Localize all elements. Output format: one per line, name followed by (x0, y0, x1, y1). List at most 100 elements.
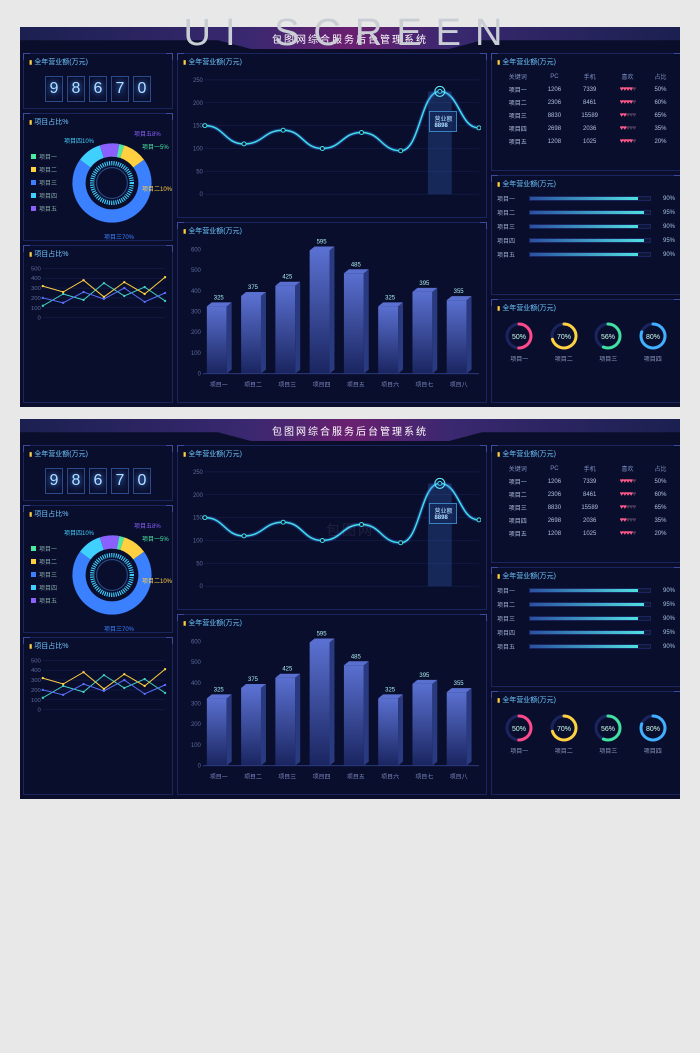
counter-digit: 8 (67, 468, 85, 494)
svg-text:400: 400 (31, 276, 42, 282)
svg-text:100: 100 (193, 146, 204, 152)
table-header: 占比 (646, 70, 675, 83)
mainline-panel: 全年营业额(万元) 050100150200250 营业额8898 (177, 53, 487, 218)
counter-digit: 6 (89, 76, 107, 102)
svg-text:50%: 50% (512, 334, 526, 341)
counter-digit: 8 (67, 76, 85, 102)
chart-tooltip: 营业额8898 (429, 111, 457, 132)
table-panel: 全年营业额(万元) 关键词PC手机喜欢占比项目一12067339♥♥♥♥♥50%… (491, 53, 680, 171)
donut-slice-label: 项目二10% (142, 184, 172, 193)
gauge: 80% 项目四 (637, 712, 669, 755)
svg-text:375: 375 (248, 285, 259, 291)
watermark: 包图网 (326, 520, 374, 540)
svg-text:项目二: 项目二 (244, 382, 262, 389)
svg-text:500: 500 (191, 268, 202, 274)
svg-text:80%: 80% (646, 334, 660, 341)
progress-list: 项目一90% 项目二95% 项目三90% 项目四95% 项目五90% (497, 194, 675, 259)
table-row: 项目三883015589♥♥♥♥♥65% (497, 109, 675, 122)
table-header: PC (538, 70, 570, 83)
legend-item: 项目三 (31, 178, 57, 187)
miniline-chart: 0100200300400500 (29, 262, 167, 324)
svg-text:400: 400 (191, 681, 202, 687)
gauges-panel: 全年营业额(万元) 50% 项目一 70% 项目二 56% 项目三 80% 项目… (491, 691, 680, 795)
svg-text:500: 500 (191, 660, 202, 666)
svg-text:200: 200 (193, 101, 204, 107)
gauges-row: 50% 项目一 70% 项目二 56% 项目三 80% 项目四 (497, 316, 675, 365)
svg-text:325: 325 (385, 295, 396, 301)
svg-text:项目八: 项目八 (450, 774, 468, 781)
chart-tooltip: 营业额8898 (429, 503, 457, 524)
legend-item: 项目二 (31, 165, 57, 174)
table-header: 占比 (646, 462, 675, 475)
svg-text:100: 100 (193, 538, 204, 544)
svg-text:325: 325 (214, 687, 225, 693)
progress-row: 项目三90% (497, 222, 675, 231)
svg-text:0: 0 (198, 372, 202, 378)
legend-item: 项目二 (31, 557, 57, 566)
progress-row: 项目五90% (497, 642, 675, 651)
gauge: 70% 项目二 (548, 712, 580, 755)
donut-slice-label: 项目四10% (64, 136, 94, 145)
miniline-panel: 项目占比% 0100200300400500 (23, 245, 173, 403)
counter-digit: 7 (111, 468, 129, 494)
counter-digits: 98670 (29, 462, 167, 500)
svg-text:150: 150 (193, 516, 204, 522)
svg-text:项目三: 项目三 (278, 774, 296, 781)
svg-text:项目六: 项目六 (381, 381, 399, 389)
svg-text:0: 0 (200, 584, 204, 590)
gauges-title: 全年营业额(万元) (497, 695, 675, 705)
svg-text:100: 100 (31, 698, 42, 704)
svg-text:项目七: 项目七 (415, 773, 433, 781)
progress-row: 项目四95% (497, 236, 675, 245)
svg-text:100: 100 (191, 351, 202, 357)
svg-text:395: 395 (419, 281, 430, 287)
counter-digit: 9 (45, 468, 63, 494)
table-header: 手机 (570, 462, 609, 475)
gauge: 80% 项目四 (637, 320, 669, 363)
gauge: 50% 项目一 (503, 712, 535, 755)
legend-item: 项目一 (31, 152, 57, 161)
svg-text:50: 50 (196, 169, 203, 175)
svg-text:400: 400 (31, 668, 42, 674)
page-label: UI SCREEN (0, 0, 700, 55)
counter-digit: 0 (133, 468, 151, 494)
miniline-title: 项目占比% (29, 249, 167, 259)
donut-title: 项目占比% (29, 509, 167, 519)
table-header: 手机 (570, 70, 609, 83)
svg-text:485: 485 (351, 262, 362, 268)
svg-text:项目五: 项目五 (347, 774, 365, 781)
progress-row: 项目五90% (497, 250, 675, 259)
svg-text:200: 200 (193, 493, 204, 499)
miniline-chart: 0100200300400500 (29, 654, 167, 716)
progress-row: 项目三90% (497, 614, 675, 623)
donut-slice-label: 项目五8% (134, 521, 161, 530)
table-row: 项目三883015589♥♥♥♥♥65% (497, 501, 675, 514)
svg-text:500: 500 (31, 658, 42, 664)
progress-row: 项目二95% (497, 208, 675, 217)
dashboard: 包图网综合服务后台管理系统 全年营业额(万元) 98670 项目占比% 项目一项… (20, 27, 680, 407)
progress-row: 项目一90% (497, 586, 675, 595)
counter-digit: 9 (45, 76, 63, 102)
table-row: 项目一12067339♥♥♥♥♥50% (497, 475, 675, 488)
table-header: 关键词 (497, 70, 538, 83)
donut-slice-label: 项目三70% (104, 624, 134, 633)
legend-item: 项目三 (31, 570, 57, 579)
svg-text:100: 100 (31, 306, 42, 312)
progress-row: 项目一90% (497, 194, 675, 203)
svg-text:项目八: 项目八 (450, 382, 468, 389)
svg-text:50: 50 (196, 561, 203, 567)
legend-item: 项目五 (31, 204, 57, 213)
counter-title: 全年营业额(万元) (29, 57, 167, 67)
gauges-row: 50% 项目一 70% 项目二 56% 项目三 80% 项目四 (497, 708, 675, 757)
svg-text:600: 600 (191, 639, 202, 645)
donut-slice-label: 项目一5% (142, 142, 169, 151)
svg-text:80%: 80% (646, 726, 660, 733)
bars-title: 全年营业额(万元) (183, 618, 481, 628)
table-header: 喜欢 (609, 70, 646, 83)
donut-slice-label: 项目五8% (134, 129, 161, 138)
miniline-panel: 项目占比% 0100200300400500 (23, 637, 173, 795)
donut-panel: 项目占比% 项目一项目二项目三项目四项目五 项目一5%项目二10%项目三70%项… (23, 505, 173, 633)
progress-title: 全年营业额(万元) (497, 179, 675, 189)
svg-text:0: 0 (38, 708, 42, 714)
progress-panel: 全年营业额(万元) 项目一90% 项目二95% 项目三90% 项目四95% 项目五90% (491, 175, 680, 295)
